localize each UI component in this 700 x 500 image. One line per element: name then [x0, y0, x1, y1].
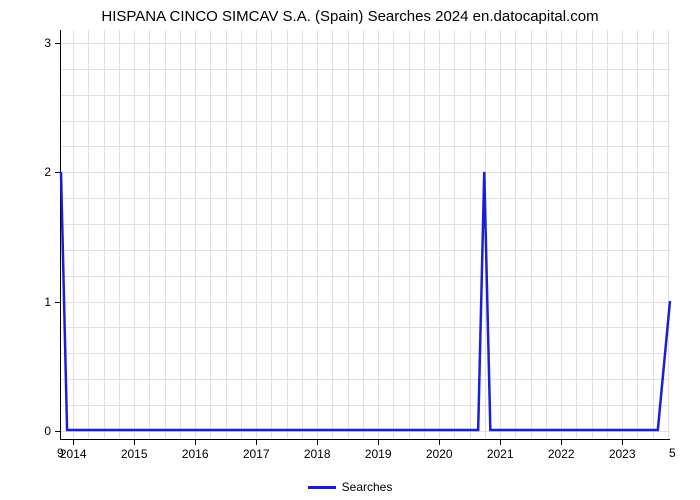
y-tick-label: 0: [44, 424, 51, 438]
grid-line: [256, 30, 257, 439]
x-tick-label: 2021: [487, 447, 514, 461]
x-tick-label: 2023: [609, 447, 636, 461]
grid-line: [61, 431, 670, 432]
legend-label: Searches: [342, 480, 393, 494]
plot-area: 2014201520162017201820192020202120222023…: [60, 30, 670, 440]
x-tick-label: 2022: [548, 447, 575, 461]
grid-line: [607, 30, 608, 439]
grid-line: [348, 30, 349, 439]
grid-line: [363, 30, 364, 439]
x-tick: [256, 439, 257, 445]
x-tick: [378, 439, 379, 445]
grid-line: [61, 276, 670, 277]
x-tick-label: 2020: [426, 447, 453, 461]
grid-line: [653, 30, 654, 439]
grid-line: [61, 121, 670, 122]
x-tick-label: 2016: [182, 447, 209, 461]
grid-line: [317, 30, 318, 439]
y-tick-label: 3: [44, 36, 51, 50]
y-tick: [55, 302, 61, 303]
grid-line: [61, 198, 670, 199]
grid-line: [61, 172, 670, 173]
x-tick: [195, 439, 196, 445]
y-tick: [55, 431, 61, 432]
legend-swatch: [308, 486, 336, 489]
last-value-label: 5: [669, 446, 676, 460]
legend: Searches: [0, 480, 700, 494]
grid-line: [622, 30, 623, 439]
y-tick-label: 2: [44, 165, 51, 179]
grid-line: [409, 30, 410, 439]
grid-line: [592, 30, 593, 439]
grid-line: [561, 30, 562, 439]
x-tick: [439, 439, 440, 445]
grid-line: [134, 30, 135, 439]
grid-line: [73, 30, 74, 439]
grid-line: [61, 353, 670, 354]
chart-container: HISPANA CINCO SIMCAV S.A. (Spain) Search…: [0, 0, 700, 500]
grid-line: [668, 30, 669, 439]
y-tick-label: 1: [44, 295, 51, 309]
x-tick-label: 2019: [365, 447, 392, 461]
grid-line: [271, 30, 272, 439]
grid-line: [470, 30, 471, 439]
x-tick-label: 2018: [304, 447, 331, 461]
x-tick: [622, 439, 623, 445]
grid-line: [61, 95, 670, 96]
chart-title: HISPANA CINCO SIMCAV S.A. (Spain) Search…: [0, 8, 700, 25]
x-tick: [561, 439, 562, 445]
grid-line: [287, 30, 288, 439]
grid-line: [576, 30, 577, 439]
grid-line: [61, 43, 670, 44]
grid-line: [61, 405, 670, 406]
grid-line: [454, 30, 455, 439]
grid-line: [61, 327, 670, 328]
grid-line: [195, 30, 196, 439]
grid-line: [378, 30, 379, 439]
grid-line: [119, 30, 120, 439]
grid-line: [637, 30, 638, 439]
line-series: [61, 30, 670, 439]
grid-line: [88, 30, 89, 439]
grid-line: [149, 30, 150, 439]
grid-line: [61, 250, 670, 251]
y-tick: [55, 43, 61, 44]
grid-line: [500, 30, 501, 439]
grid-line: [531, 30, 532, 439]
x-tick: [317, 439, 318, 445]
grid-line: [226, 30, 227, 439]
grid-line: [424, 30, 425, 439]
grid-line: [302, 30, 303, 439]
first-value-label: 9: [57, 446, 64, 460]
grid-line: [180, 30, 181, 439]
grid-line: [241, 30, 242, 439]
grid-line: [332, 30, 333, 439]
x-tick: [500, 439, 501, 445]
grid-line: [515, 30, 516, 439]
y-tick: [55, 172, 61, 173]
grid-line: [104, 30, 105, 439]
grid-line: [61, 224, 670, 225]
grid-line: [439, 30, 440, 439]
grid-line: [61, 146, 670, 147]
x-tick-label: 2015: [121, 447, 148, 461]
grid-line: [210, 30, 211, 439]
grid-line: [61, 302, 670, 303]
grid-line: [485, 30, 486, 439]
grid-line: [393, 30, 394, 439]
grid-line: [546, 30, 547, 439]
x-tick: [73, 439, 74, 445]
grid-line: [61, 69, 670, 70]
grid-line: [165, 30, 166, 439]
x-tick: [134, 439, 135, 445]
x-tick-label: 2017: [243, 447, 270, 461]
grid-line: [61, 379, 670, 380]
